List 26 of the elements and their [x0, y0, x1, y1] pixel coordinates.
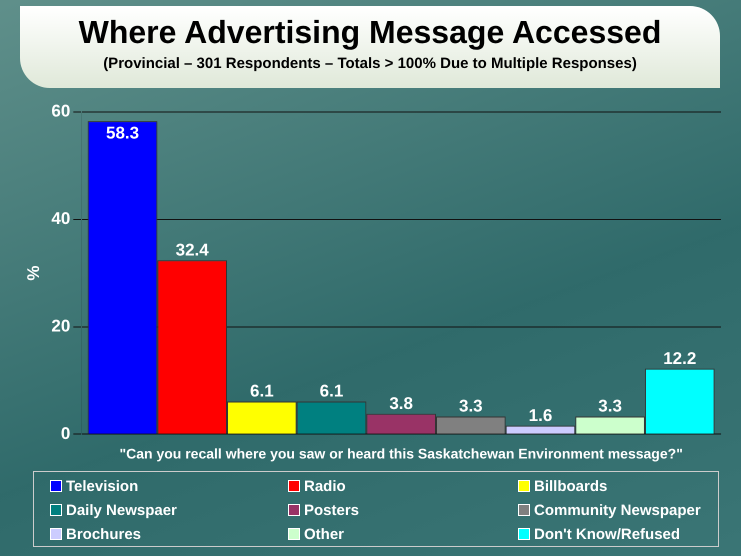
data-label: 58.3	[106, 123, 140, 142]
data-label: 6.1	[320, 382, 344, 401]
data-label: 6.1	[250, 382, 274, 401]
data-label: 32.4	[176, 240, 210, 260]
y-tick-label: 0	[60, 424, 70, 443]
data-label: 12.2	[663, 348, 696, 368]
data-label: 3.3	[458, 396, 483, 416]
chart-title: Where Advertising Message Accessed	[78, 14, 662, 51]
y-axis-title: %	[24, 266, 43, 281]
y-tick-label: 40	[51, 209, 70, 228]
legend-label: Don't Know/Refused	[534, 526, 680, 542]
legend-label: Billboards	[534, 478, 608, 494]
legend-label: Radio	[304, 478, 346, 494]
chart-subtitle: (Provincial – 301 Respondents – Totals > 100% Due to Multiple Responses)	[102, 55, 638, 72]
data-label: 3.8	[389, 394, 413, 413]
legend-label: Posters	[304, 502, 360, 518]
legend-label: Brochures	[66, 526, 142, 542]
data-label: 1.6	[528, 406, 552, 425]
y-tick-label: 60	[51, 102, 70, 121]
legend-label: Other	[304, 526, 344, 542]
legend-label: Community Newspaper	[534, 502, 701, 518]
y-tick-label: 20	[51, 316, 70, 336]
x-axis-title: "Can you recall where you saw or heard this Saskatchewan Environment message?"	[119, 445, 683, 462]
data-label: 3.3	[598, 396, 622, 416]
legend-label: Daily Newspaer	[66, 502, 177, 518]
text: Television	[66, 478, 138, 494]
